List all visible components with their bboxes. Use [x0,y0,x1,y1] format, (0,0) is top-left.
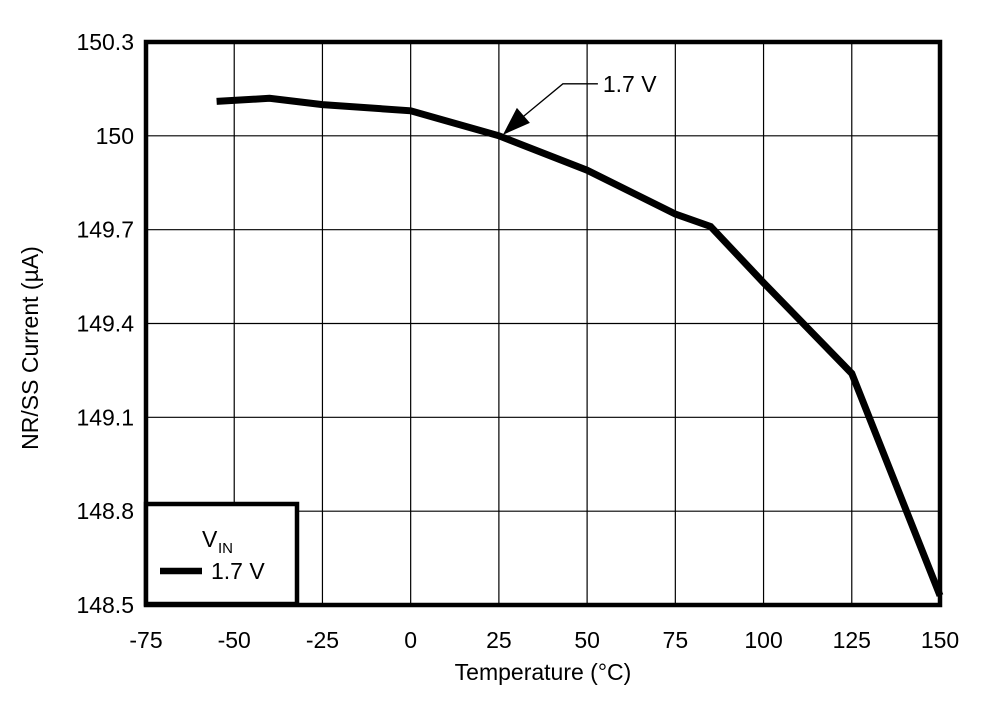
annotation-label: 1.7 V [603,71,657,97]
x-tick-label: 75 [663,627,689,653]
y-tick-label: 150 [96,123,134,149]
x-tick-label: -75 [129,627,162,653]
horizontal-gridlines [146,135,940,512]
y-tick-label: 150.3 [76,29,134,55]
x-tick-label: 0 [404,627,417,653]
legend-title: V [202,526,218,552]
annotation-leader-line [522,83,598,118]
x-tick-label: -50 [218,627,251,653]
y-tick-label: 149.1 [76,404,134,430]
x-tick-label: 25 [486,627,512,653]
annotation: 1.7 V [502,71,657,135]
y-tick-label: 148.8 [76,498,134,524]
y-tick-labels: 148.5 148.8 149.1 149.4 149.7 150 150.3 [76,29,134,618]
x-tick-label: 50 [574,627,600,653]
legend-entry-label: 1.7 V [211,558,265,584]
annotation-arrowhead-icon [502,107,530,135]
y-tick-label: 149.7 [76,217,134,243]
y-tick-label: 148.5 [76,592,134,618]
y-tick-label: 149.4 [76,311,134,337]
series-line [216,94,944,597]
x-tick-label: 150 [921,627,959,653]
x-tick-label: 125 [833,627,871,653]
x-tick-labels: -75 -50 -25 0 25 50 75 100 125 150 [129,627,959,653]
plot-border [143,39,943,608]
x-tick-label: 100 [744,627,782,653]
legend: V IN 1.7 V [143,501,300,607]
legend-title-subscript: IN [218,540,233,557]
legend-box [143,501,300,607]
y-axis-label: NR/SS Current (µA) [17,246,43,450]
x-tick-label: -25 [306,627,339,653]
x-axis-label: Temperature (°C) [455,659,632,685]
